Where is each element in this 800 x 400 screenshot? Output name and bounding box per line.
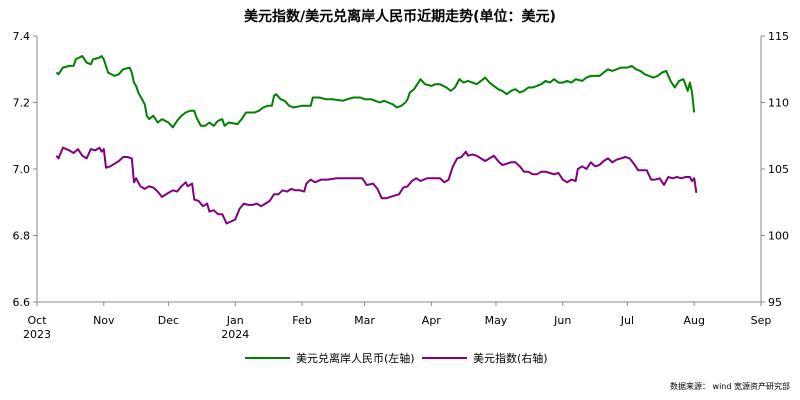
chart-title: 美元指数/美元兑离岸人民币近期走势(单位：美元): [244, 8, 556, 25]
right-y-tick-label: 115: [768, 30, 789, 43]
right-y-tick-label: 95: [768, 296, 782, 309]
left-y-tick-label: 6.8: [13, 230, 31, 243]
x-tick-label: Feb: [292, 314, 311, 327]
x-tick-label: Apr: [422, 314, 442, 327]
right-y-tick-label: 110: [768, 97, 789, 110]
left-y-tick-label: 7.4: [13, 30, 31, 43]
x-tick-label: Nov: [93, 314, 115, 327]
x-tick-year-label: 2024: [221, 328, 249, 341]
series-line-dxy: [55, 146, 698, 225]
legend-item-cnh: 美元兑离岸人民币(左轴): [245, 351, 415, 365]
chart-axes: [36, 36, 762, 303]
legend-label-dxy: 美元指数(右轴): [473, 351, 548, 365]
x-tick-label: Jan: [226, 314, 244, 327]
series-lines: [55, 55, 698, 225]
right-y-tick-label: 100: [768, 230, 789, 243]
right-y-tick-label: 105: [768, 163, 789, 176]
left-y-tick-label: 7.0: [13, 163, 31, 176]
x-tick-label: May: [485, 314, 508, 327]
x-tick-label: Oct: [27, 314, 47, 327]
x-tick-label: Mar: [354, 314, 375, 327]
left-y-tick-label: 6.6: [13, 296, 31, 309]
x-tick-label: Aug: [683, 314, 704, 327]
legend: 美元兑离岸人民币(左轴) 美元指数(右轴): [245, 351, 548, 365]
x-tick-label: Sep: [751, 314, 772, 327]
x-tick-label: Jul: [620, 314, 634, 327]
legend-item-dxy: 美元指数(右轴): [422, 351, 548, 365]
series-line-cnh: [55, 55, 696, 129]
legend-label-cnh: 美元兑离岸人民币(左轴): [296, 351, 415, 365]
source-note: 数据来源： wind 宽源资产研究部: [670, 381, 790, 391]
x-tick-label: Jun: [553, 314, 571, 327]
x-tick-label: Dec: [158, 314, 179, 327]
left-y-tick-label: 7.2: [13, 97, 31, 110]
x-tick-year-label: 2023: [23, 328, 51, 341]
